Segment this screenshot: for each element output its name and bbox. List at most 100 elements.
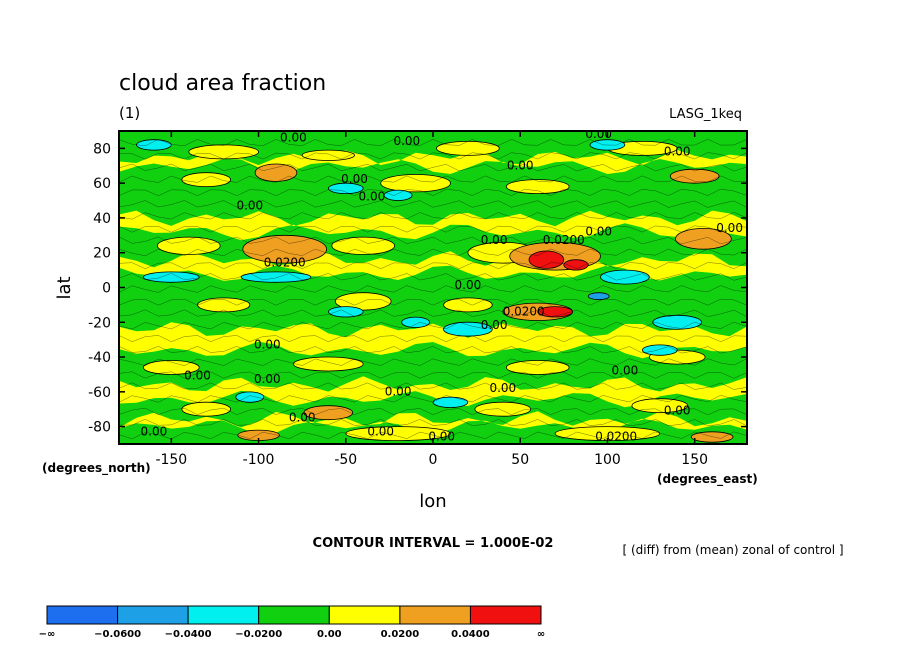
contour-line [119, 262, 747, 269]
field-blob [436, 140, 500, 156]
contour-label: 0.0200 [595, 430, 637, 444]
y-tick-label: 60 [93, 176, 111, 192]
x-tick-label: 0 [429, 452, 438, 468]
contour-label: 0.00 [585, 127, 612, 141]
contour-line [119, 248, 747, 257]
y-tick-label: -20 [88, 315, 111, 331]
legend-swatch [328, 605, 401, 625]
contour-label: 0.00 [393, 134, 420, 148]
field-blob [401, 316, 431, 328]
y-units-label: (degrees_north) [42, 461, 151, 476]
field-blob [380, 174, 451, 193]
y-tick-label: 80 [93, 141, 111, 157]
contour-label: 0.00 [184, 369, 211, 383]
contour-line [119, 225, 747, 233]
contour-interval: CONTOUR INTERVAL = 1.000E-02 [313, 536, 554, 551]
contour-line [119, 346, 747, 354]
field-blob [143, 360, 200, 375]
contour-line [119, 309, 747, 318]
field-blob [505, 179, 570, 195]
legend-boundary-label: ∞ [537, 629, 545, 640]
field-blob [235, 391, 265, 403]
contour-label: 0.00 [367, 424, 394, 438]
field-blob [181, 172, 232, 188]
field-blob [181, 401, 232, 417]
contour-line [119, 298, 747, 306]
x-tick-label: 50 [511, 452, 529, 468]
contour-line [119, 188, 747, 196]
field-blob [327, 182, 364, 194]
contour-label: 0.00 [455, 278, 482, 292]
contour-line [119, 285, 747, 293]
contour-label: 0.00 [280, 130, 307, 144]
field-blob [303, 405, 354, 421]
y-tick-label: -60 [88, 385, 111, 401]
legend-boundary-label: −∞ [39, 629, 56, 640]
field-blob [136, 139, 172, 151]
field-blob [432, 396, 469, 408]
legend-boundary-label: 0.0200 [381, 629, 420, 640]
y-axis: 80 60 40 20 0 -20 -40 -60 -80 [88, 141, 747, 436]
x-axis: -150 -100 -50 0 50 100 150 [155, 131, 708, 468]
contour-label: 0.00 [716, 221, 743, 235]
y-tick-label: 20 [93, 246, 111, 262]
field-blob [505, 360, 570, 375]
legend-swatch [117, 605, 189, 625]
legend-swatch [258, 605, 330, 625]
contour-label: 0.0200 [543, 233, 585, 247]
positive-band [119, 376, 747, 408]
x-tick-label: 100 [594, 452, 621, 468]
contour-label: 0.00 [254, 337, 281, 351]
contour-line [119, 152, 747, 160]
legend-boundary-label: −0.0400 [165, 629, 212, 640]
field-blob [652, 314, 702, 330]
field-blob [528, 250, 565, 269]
contour-label: 0.00 [254, 372, 281, 386]
field-blob [600, 269, 650, 285]
field-blob [383, 189, 413, 201]
field-blob [474, 401, 532, 417]
contour-label: 0.0200 [264, 256, 306, 270]
contour-label: 0.00 [612, 363, 639, 377]
legend-boundary-label: −0.0200 [235, 629, 282, 640]
contour-line [119, 394, 747, 403]
y-tick-label: -80 [88, 420, 111, 436]
contour-line [119, 419, 747, 427]
field-blob [254, 163, 298, 182]
contour-label: 0.00 [481, 318, 508, 332]
legend-boundary-label: 0.0400 [451, 629, 490, 640]
contour-label: 0.00 [664, 403, 691, 417]
contour-label: 0.0200 [503, 304, 545, 318]
x-axis-title: lon [419, 491, 446, 512]
contour-label-layer: 0.00 0.00 0.000.000.000.000.000.000.00 0.02… [141, 127, 743, 444]
x-tick-label: -150 [155, 452, 187, 468]
chart-subtitle: (1) [119, 104, 140, 122]
legend-boundary-label: −0.0600 [94, 629, 141, 640]
contour-label: 0.00 [141, 424, 168, 438]
field-blob [443, 297, 493, 313]
field-blob [587, 292, 610, 301]
x-units-label: (degrees_east) [657, 472, 758, 487]
contour-label: 0.00 [236, 198, 263, 212]
field-blob [563, 259, 589, 271]
contour-label: 0.00 [489, 381, 516, 395]
color-legend: −∞ −0.0600 −0.0400 −0.0200 0.00 0.0200 0.0400 ∞ [39, 605, 545, 640]
field-blob [675, 228, 732, 250]
field-blob [292, 356, 364, 372]
y-tick-label: 40 [93, 211, 111, 227]
contour-label: 0.00 [585, 224, 612, 238]
field-layer [119, 139, 747, 443]
plot-area: 0.00 0.00 0.000.000.000.000.000.000.00 0.02… [119, 127, 747, 444]
contour-label: 0.00 [341, 172, 368, 186]
y-tick-label: 0 [102, 281, 111, 297]
legend-swatch [46, 605, 119, 625]
contour-line [119, 407, 747, 416]
contour-line [119, 273, 747, 281]
x-tick-label: -50 [334, 452, 357, 468]
field-blob [690, 431, 734, 443]
field-blob [240, 271, 312, 283]
diff-description: [ (diff) from (mean) zonal of control ] [622, 543, 843, 557]
field-blob [157, 236, 221, 255]
contour-line [119, 321, 747, 330]
